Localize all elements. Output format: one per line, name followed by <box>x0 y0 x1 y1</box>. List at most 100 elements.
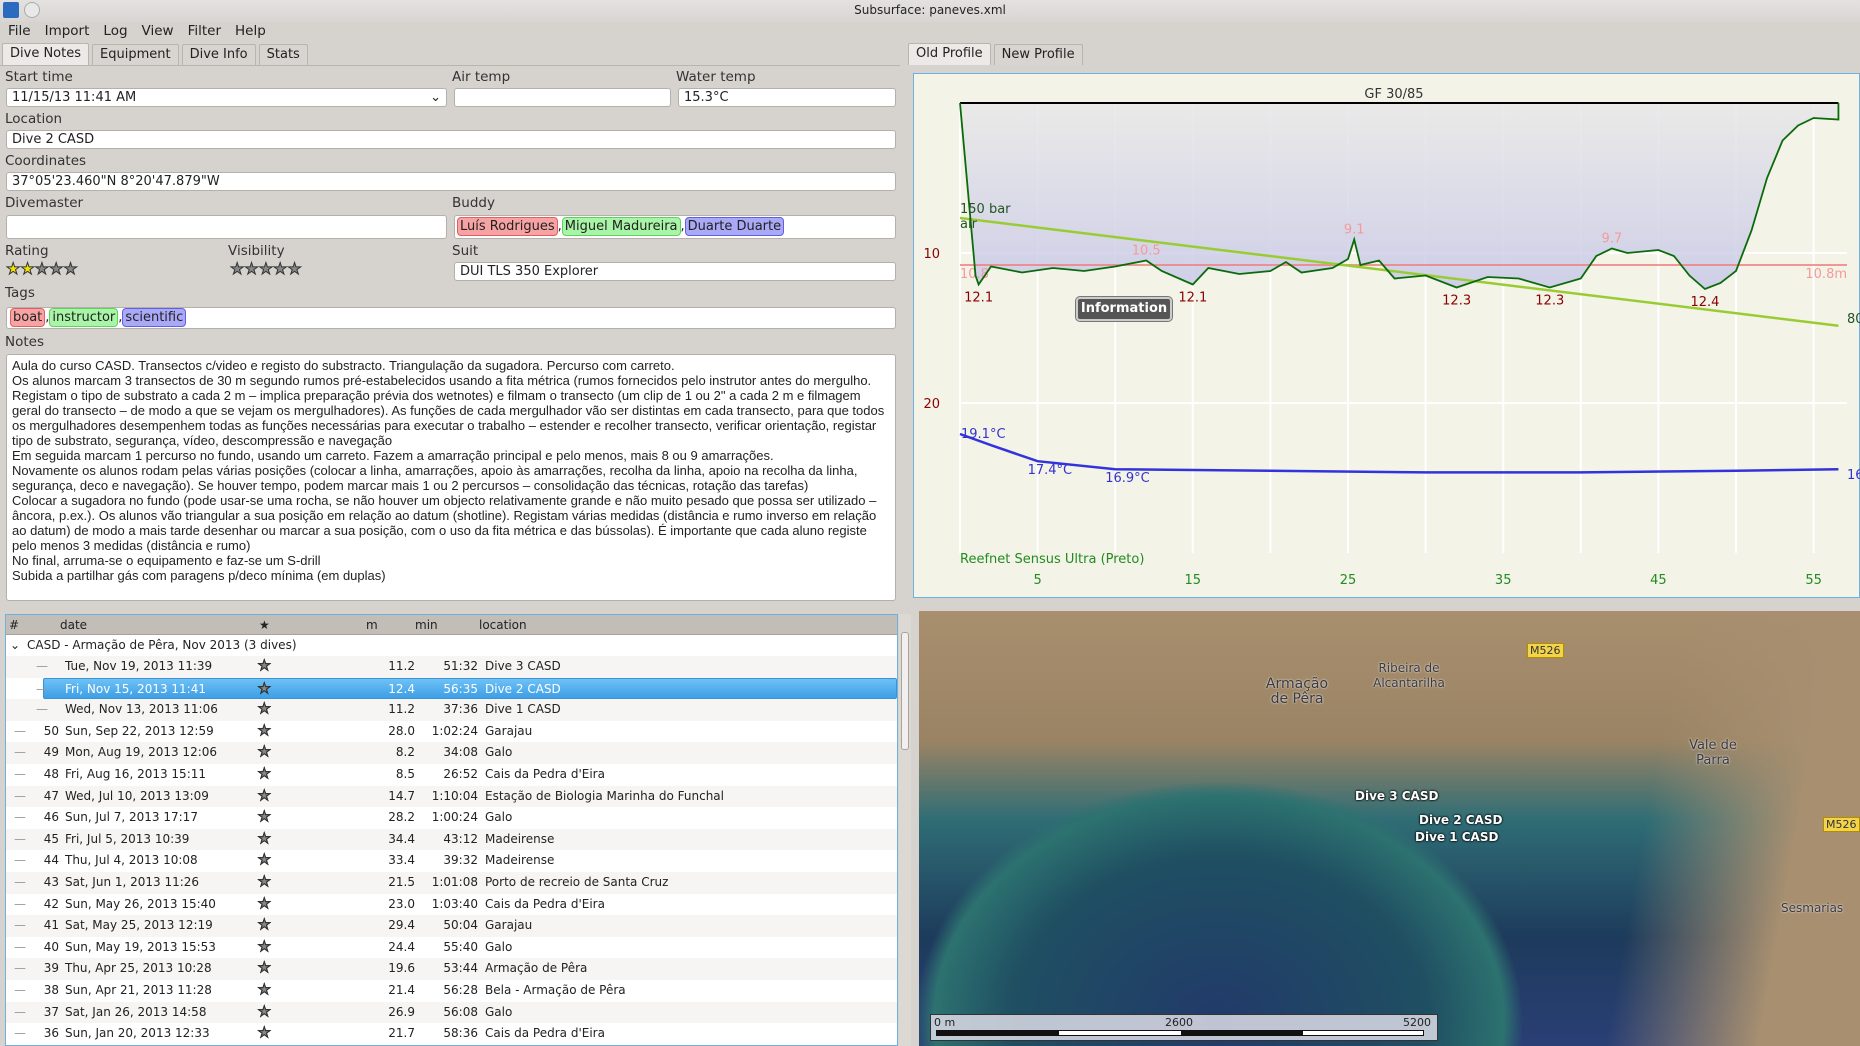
dive-row[interactable]: — Tue, Nov 19, 2013 11:39 ★ ★ ★ ★ ★ 11.2 51:… <box>6 656 897 678</box>
star-empty-icon[interactable]: ★ <box>273 259 288 278</box>
star-filled-icon[interactable]: ★ <box>258 722 272 739</box>
star-empty-icon[interactable]: ★ <box>258 1003 272 1020</box>
water-temp-input[interactable]: 15.3°C <box>678 88 896 107</box>
scrollbar-thumb[interactable] <box>901 632 909 750</box>
star-empty-icon[interactable]: ★ <box>258 982 272 999</box>
star-filled-icon[interactable]: ★ <box>5 259 21 278</box>
coordinates-input[interactable]: 37°05'23.460"N 8°20'47.879"W <box>6 172 896 191</box>
star-filled-icon[interactable]: ★ <box>258 701 272 718</box>
dive-row[interactable]: — Wed, Nov 13, 2013 11:06 ★ ★ ★ ★ ★ 11.2 37:… <box>6 699 897 721</box>
star-filled-icon[interactable]: ★ <box>258 938 272 955</box>
star-empty-icon[interactable]: ★ <box>258 982 272 999</box>
air-temp-input[interactable] <box>454 88 671 107</box>
dive-row[interactable]: — Fri, Nov 15, 2013 11:41 ★ ★ ★ ★ ★ 12.4 56:… <box>36 677 897 700</box>
col-duration[interactable]: min <box>415 618 438 632</box>
star-filled-icon[interactable]: ★ <box>258 809 272 826</box>
star-empty-icon[interactable]: ★ <box>258 658 272 675</box>
star-empty-icon[interactable]: ★ <box>258 766 272 783</box>
menu-import[interactable]: Import <box>44 23 90 39</box>
star-empty-icon[interactable]: ★ <box>34 259 50 278</box>
star-filled-icon[interactable]: ★ <box>258 744 272 761</box>
star-empty-icon[interactable]: ★ <box>258 1025 272 1042</box>
star-empty-icon[interactable]: ★ <box>258 852 272 869</box>
star-empty-icon[interactable]: ★ <box>258 960 272 977</box>
star-filled-icon[interactable]: ★ <box>258 809 272 826</box>
star-filled-icon[interactable]: ★ <box>258 895 272 912</box>
star-empty-icon[interactable]: ★ <box>258 787 272 804</box>
star-filled-icon[interactable]: ★ <box>258 982 272 999</box>
star-empty-icon[interactable]: ★ <box>258 895 272 912</box>
dive-row[interactable]: — 45 Fri, Jul 5, 2013 10:39 ★ ★ ★ ★ ★ 34.4 4… <box>6 828 897 851</box>
star-empty-icon[interactable]: ★ <box>258 787 272 804</box>
star-empty-icon[interactable]: ★ <box>258 938 272 955</box>
dive-row[interactable]: — 43 Sat, Jun 1, 2013 11:26 ★ ★ ★ ★ ★ 21.5 1… <box>6 872 897 894</box>
star-empty-icon[interactable]: ★ <box>258 259 274 278</box>
rating-stars[interactable]: ★★★★★ <box>5 259 78 278</box>
star-empty-icon[interactable]: ★ <box>258 938 272 955</box>
col-rating[interactable]: ★ <box>259 618 270 632</box>
menu-filter[interactable]: Filter <box>187 23 222 39</box>
star-empty-icon[interactable]: ★ <box>258 680 272 697</box>
star-empty-icon[interactable]: ★ <box>258 744 272 761</box>
star-filled-icon[interactable]: ★ <box>258 680 272 697</box>
star-empty-icon[interactable]: ★ <box>258 874 272 891</box>
dive-row[interactable]: — 39 Thu, Apr 25, 2013 10:28 ★ ★ ★ ★ ★ 19.6 … <box>6 958 897 980</box>
buddy-input[interactable]: Luís Rodrigues, Miguel Madureira, Duarte D… <box>454 215 896 239</box>
dive-row[interactable]: — 37 Sat, Jan 26, 2013 14:58 ★ ★ ★ ★ ★ 26.9 … <box>6 1001 897 1024</box>
star-filled-icon[interactable]: ★ <box>258 852 272 869</box>
star-empty-icon[interactable]: ★ <box>258 809 272 826</box>
dive-row[interactable]: — 49 Mon, Aug 19, 2013 12:06 ★ ★ ★ ★ ★ 8.2 3… <box>6 742 897 764</box>
dive-list-scrollbar[interactable] <box>899 614 911 1046</box>
star-filled-icon[interactable]: ★ <box>20 259 35 278</box>
suit-input[interactable]: DUI TLS 350 Explorer <box>454 262 896 281</box>
tab-equipment[interactable]: Equipment <box>92 44 179 65</box>
star-empty-icon[interactable]: ★ <box>258 960 272 977</box>
star-empty-icon[interactable]: ★ <box>258 1003 272 1020</box>
visibility-stars[interactable]: ★★★★★ <box>229 259 302 278</box>
star-empty-icon[interactable]: ★ <box>258 680 272 697</box>
dive-row[interactable]: — 42 Sun, May 26, 2013 15:40 ★ ★ ★ ★ ★ 23.0 … <box>6 894 897 916</box>
dive-row[interactable]: — 48 Fri, Aug 16, 2013 15:11 ★ ★ ★ ★ ★ 8.5 2… <box>6 764 897 786</box>
dive-row[interactable]: — 36 Sun, Jan 20, 2013 12:33 ★ ★ ★ ★ ★ 21.7 … <box>6 1023 897 1045</box>
star-empty-icon[interactable]: ★ <box>258 701 272 718</box>
star-empty-icon[interactable]: ★ <box>258 917 272 934</box>
star-filled-icon[interactable]: ★ <box>258 766 272 783</box>
tab-stats[interactable]: Stats <box>258 44 308 65</box>
star-empty-icon[interactable]: ★ <box>258 722 272 739</box>
star-filled-icon[interactable]: ★ <box>258 766 272 783</box>
star-empty-icon[interactable]: ★ <box>258 917 272 934</box>
star-empty-icon[interactable]: ★ <box>287 259 302 278</box>
star-empty-icon[interactable]: ★ <box>258 680 272 697</box>
star-filled-icon[interactable]: ★ <box>258 722 272 739</box>
star-empty-icon[interactable]: ★ <box>258 895 272 912</box>
dive-row[interactable]: — 46 Sun, Jul 7, 2013 17:17 ★ ★ ★ ★ ★ 28.2 1… <box>6 807 897 829</box>
col-location[interactable]: location <box>479 618 527 632</box>
divemaster-input[interactable] <box>6 215 447 239</box>
star-empty-icon[interactable]: ★ <box>258 917 272 934</box>
col-number[interactable]: # <box>9 618 20 632</box>
star-filled-icon[interactable]: ★ <box>258 830 272 847</box>
information-button[interactable]: Information <box>1075 296 1173 322</box>
star-empty-icon[interactable]: ★ <box>258 917 272 934</box>
star-empty-icon[interactable]: ★ <box>258 982 272 999</box>
star-filled-icon[interactable]: ★ <box>258 960 272 977</box>
star-filled-icon[interactable]: ★ <box>258 658 272 675</box>
menu-view[interactable]: View <box>141 23 174 39</box>
star-filled-icon[interactable]: ★ <box>258 1025 272 1042</box>
star-empty-icon[interactable]: ★ <box>258 874 272 891</box>
star-filled-icon[interactable]: ★ <box>258 658 272 675</box>
star-filled-icon[interactable]: ★ <box>258 938 272 955</box>
start-time-select[interactable]: 11/15/13 11:41 AM ⌄ <box>6 88 447 107</box>
star-filled-icon[interactable]: ★ <box>258 830 272 847</box>
star-empty-icon[interactable]: ★ <box>258 701 272 718</box>
star-filled-icon[interactable]: ★ <box>258 722 272 739</box>
window-menu-button[interactable] <box>24 2 40 18</box>
star-filled-icon[interactable]: ★ <box>258 1003 272 1020</box>
star-empty-icon[interactable]: ★ <box>258 982 272 999</box>
star-empty-icon[interactable]: ★ <box>258 658 272 675</box>
star-empty-icon[interactable]: ★ <box>258 830 272 847</box>
star-filled-icon[interactable]: ★ <box>258 744 272 761</box>
star-filled-icon[interactable]: ★ <box>258 1025 272 1042</box>
star-filled-icon[interactable]: ★ <box>258 830 272 847</box>
star-filled-icon[interactable]: ★ <box>258 938 272 955</box>
